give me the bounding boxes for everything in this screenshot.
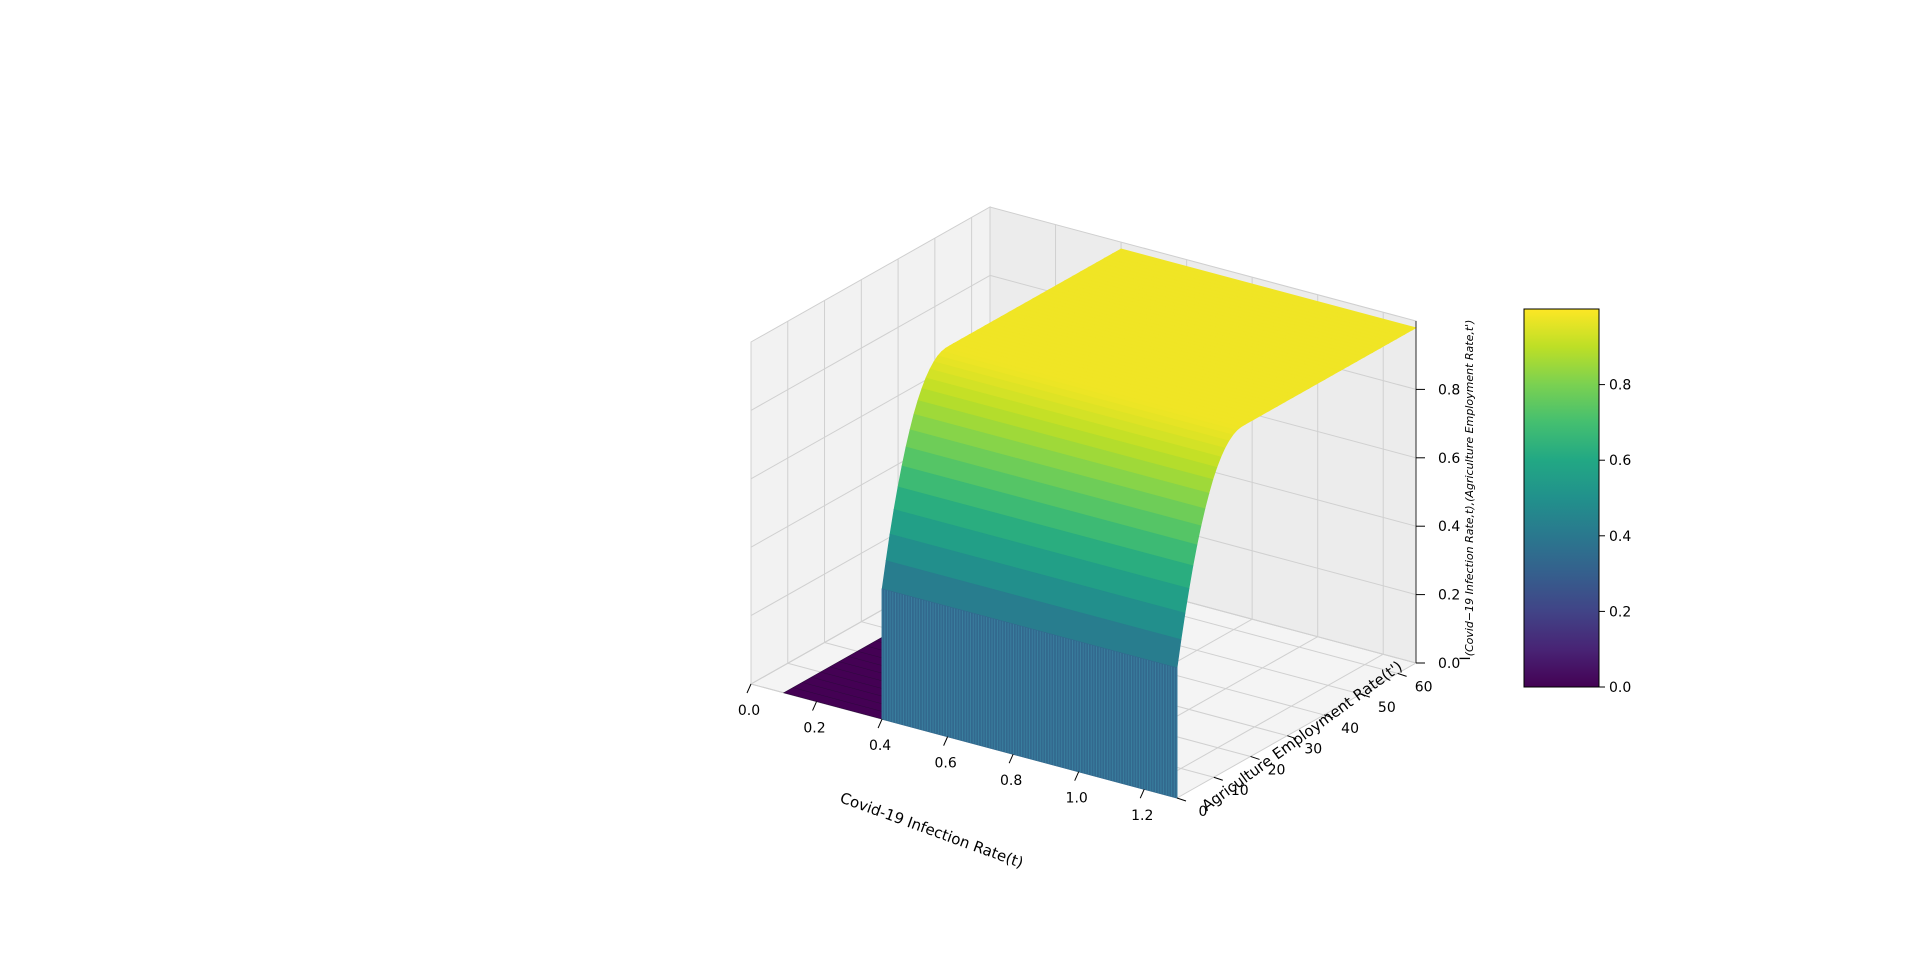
y-tick-label: 40 [1341,721,1359,737]
colorbar-ticks: 0.0 0.2 0.4 0.6 0.8 [1599,378,1631,696]
z-tick-label: 0.4 [1438,519,1460,535]
surface [783,248,1417,799]
y-tick [1360,693,1371,698]
x-tick [877,718,883,729]
y-tick-label: 30 [1304,742,1322,758]
grid-z-left [750,274,991,411]
z-tick-label: 0.6 [1438,451,1460,467]
y-tick-label: 20 [1268,762,1286,778]
y-tick-label: 10 [1231,783,1249,799]
x-tick [1008,753,1014,764]
axes: 0.0 0.2 0.4 0.6 0.8 1.0 1.2 0 10 20 30 40 50 60 0.0 0.2… [738,321,1460,824]
z-axis-title-subscript: (Covid−19 Infection Rate,t),(Agriculture… [1463,320,1476,657]
y-tick [1213,776,1223,781]
colorbar: 0.0 0.2 0.4 0.6 0.8 [1523,308,1631,696]
y-tick [1397,672,1407,677]
x-tick-label: 1.0 [1066,791,1088,807]
x-tick [1074,771,1080,781]
y-tick-label: 0 [1199,804,1208,820]
colorbar-tick-label: 0.0 [1609,680,1631,696]
x-tick-label: 0.6 [934,756,956,772]
y-tick-label: 50 [1378,700,1396,716]
colorbar-tick-label: 0.8 [1609,378,1631,394]
surface-low-mesh [792,687,892,715]
colorbar-tick-label: 0.6 [1609,453,1631,469]
z-tick-label: 0.0 [1438,656,1460,672]
y-tick [1250,755,1260,760]
z-axis-title-main: I [1458,656,1474,660]
colorbar-tick-label: 0.2 [1609,604,1631,620]
y-tick [1176,797,1187,802]
colorbar-gradient [1523,308,1600,688]
x-tick [812,701,817,711]
x-tick-label: 0.4 [869,738,891,754]
x-tick-label: 1.2 [1131,808,1153,824]
grid-x-floor [1143,653,1384,790]
x-axis-title: Covid-19 Infection Rate(t) [838,789,1026,872]
y-tick [1287,735,1297,740]
z-axis-title: I(Covid−19 Infection Rate,t),(Agricultur… [1458,320,1476,661]
x-tick-label: 0.8 [1000,773,1022,789]
y-tick [1323,714,1334,719]
x-tick [1139,789,1145,799]
y-tick-label: 60 [1415,679,1433,695]
x-tick [746,683,752,694]
x-tick [943,736,949,746]
x-tick-label: 0.2 [803,721,825,737]
colorbar-tick-label: 0.4 [1609,529,1631,545]
x-tick-label: 0.0 [738,703,760,719]
z-tick-label: 0.8 [1438,382,1460,398]
z-tick-label: 0.2 [1438,588,1460,604]
